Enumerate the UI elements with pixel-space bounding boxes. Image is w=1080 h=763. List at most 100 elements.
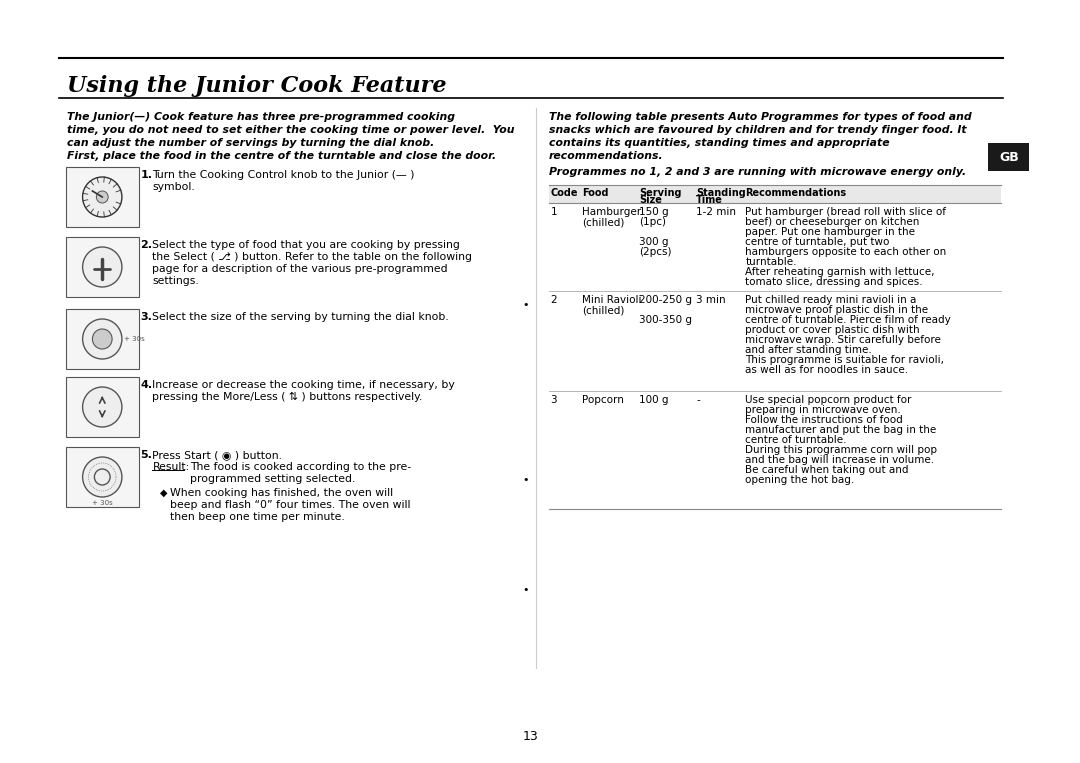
Text: 2.: 2.: [140, 240, 152, 250]
Text: When cooking has finished, the oven will: When cooking has finished, the oven will: [171, 488, 393, 498]
Text: centre of turntable.: centre of turntable.: [745, 435, 847, 445]
Circle shape: [96, 191, 108, 203]
Text: 300 g: 300 g: [639, 237, 669, 247]
Text: Using the Junior Cook Feature: Using the Junior Cook Feature: [67, 75, 446, 97]
Text: GB: GB: [999, 150, 1018, 163]
Text: tomato slice, dressing and spices.: tomato slice, dressing and spices.: [745, 277, 923, 287]
Text: ◆: ◆: [160, 488, 167, 498]
Text: •: •: [523, 585, 529, 595]
Text: Select the type of food that you are cooking by pressing: Select the type of food that you are coo…: [152, 240, 460, 250]
Text: Follow the instructions of food: Follow the instructions of food: [745, 415, 903, 425]
Text: First, place the food in the centre of the turntable and close the door.: First, place the food in the centre of t…: [67, 151, 496, 161]
Text: beef) or cheeseburger on kitchen: beef) or cheeseburger on kitchen: [745, 217, 920, 227]
Circle shape: [82, 247, 122, 287]
Text: Popcorn: Popcorn: [582, 395, 624, 405]
Circle shape: [82, 319, 122, 359]
Text: Put hamburger (bread roll with slice of: Put hamburger (bread roll with slice of: [745, 207, 946, 217]
Text: centre of turntable, put two: centre of turntable, put two: [745, 237, 890, 247]
Text: 3 min: 3 min: [697, 295, 726, 305]
Text: Food: Food: [582, 188, 609, 198]
Text: the Select ( ⎇ ) button. Refer to the table on the following: the Select ( ⎇ ) button. Refer to the ta…: [152, 252, 472, 262]
Text: 13: 13: [523, 730, 539, 743]
Text: 1.: 1.: [140, 170, 152, 180]
Text: Time: Time: [697, 195, 723, 205]
Text: then beep one time per minute.: then beep one time per minute.: [171, 512, 345, 522]
Circle shape: [82, 387, 122, 427]
Text: and after standing time.: and after standing time.: [745, 345, 872, 355]
Text: (2pcs): (2pcs): [639, 247, 672, 257]
Circle shape: [82, 177, 122, 217]
Text: 300-350 g: 300-350 g: [639, 315, 692, 325]
Text: The food is cooked according to the pre-: The food is cooked according to the pre-: [190, 462, 410, 472]
Text: This programme is suitable for ravioli,: This programme is suitable for ravioli,: [745, 355, 944, 365]
Text: + 30s: + 30s: [92, 500, 112, 506]
Text: time, you do not need to set either the cooking time or power level.  You: time, you do not need to set either the …: [67, 125, 514, 135]
Text: (chilled): (chilled): [582, 217, 624, 227]
Text: pressing the More/Less ( ⇅ ) buttons respectively.: pressing the More/Less ( ⇅ ) buttons res…: [152, 392, 422, 402]
Text: Turn the Cooking Control knob to the Junior (— ): Turn the Cooking Control knob to the Jun…: [152, 170, 415, 180]
FancyBboxPatch shape: [988, 143, 1029, 171]
FancyBboxPatch shape: [66, 309, 138, 369]
Text: settings.: settings.: [152, 276, 199, 286]
Text: Size: Size: [639, 195, 662, 205]
Text: -: -: [697, 395, 700, 405]
Text: Serving: Serving: [639, 188, 681, 198]
Text: Select the size of the serving by turning the dial knob.: Select the size of the serving by turnin…: [152, 312, 449, 322]
Text: turntable.: turntable.: [745, 257, 797, 267]
Text: •: •: [523, 300, 529, 310]
Text: 1: 1: [551, 207, 557, 217]
Text: Increase or decrease the cooking time, if necessary, by: Increase or decrease the cooking time, i…: [152, 380, 455, 390]
Text: 100 g: 100 g: [639, 395, 669, 405]
Text: hamburgers opposite to each other on: hamburgers opposite to each other on: [745, 247, 946, 257]
FancyBboxPatch shape: [66, 377, 138, 437]
Text: Recommendations: Recommendations: [745, 188, 847, 198]
FancyBboxPatch shape: [66, 447, 138, 507]
Text: contains its quantities, standing times and appropriate: contains its quantities, standing times …: [549, 138, 889, 148]
Text: Put chilled ready mini ravioli in a: Put chilled ready mini ravioli in a: [745, 295, 917, 305]
FancyBboxPatch shape: [549, 185, 1001, 203]
Text: Be careful when taking out and: Be careful when taking out and: [745, 465, 908, 475]
Text: Standing: Standing: [697, 188, 746, 198]
Text: 150 g: 150 g: [639, 207, 669, 217]
Text: page for a description of the various pre-programmed: page for a description of the various pr…: [152, 264, 448, 274]
Text: paper. Put one hamburger in the: paper. Put one hamburger in the: [745, 227, 916, 237]
Text: preparing in microwave oven.: preparing in microwave oven.: [745, 405, 901, 415]
Circle shape: [93, 329, 112, 349]
Text: 5.: 5.: [140, 450, 152, 460]
Text: After reheating garnish with lettuce,: After reheating garnish with lettuce,: [745, 267, 935, 277]
Text: 4.: 4.: [140, 380, 152, 390]
Text: 3.: 3.: [140, 312, 152, 322]
Text: 2: 2: [551, 295, 557, 305]
Text: snacks which are favoured by children and for trendy finger food. It: snacks which are favoured by children an…: [549, 125, 967, 135]
Text: 3: 3: [551, 395, 557, 405]
Text: opening the hot bag.: opening the hot bag.: [745, 475, 854, 485]
Text: symbol.: symbol.: [152, 182, 195, 192]
Text: Hamburger: Hamburger: [582, 207, 642, 217]
Text: Result:: Result:: [152, 462, 190, 472]
Text: recommendations.: recommendations.: [549, 151, 663, 161]
Circle shape: [82, 457, 122, 497]
Text: can adjust the number of servings by turning the dial knob.: can adjust the number of servings by tur…: [67, 138, 434, 148]
Text: (1pc): (1pc): [639, 217, 666, 227]
Text: as well as for noodles in sauce.: as well as for noodles in sauce.: [745, 365, 908, 375]
Text: The following table presents Auto Programmes for types of food and: The following table presents Auto Progra…: [549, 112, 971, 122]
Text: + 30s: + 30s: [124, 336, 145, 342]
Text: •: •: [523, 475, 529, 485]
Text: 1-2 min: 1-2 min: [697, 207, 737, 217]
Text: beep and flash “0” four times. The oven will: beep and flash “0” four times. The oven …: [171, 500, 410, 510]
Text: Code: Code: [551, 188, 578, 198]
Text: product or cover plastic dish with: product or cover plastic dish with: [745, 325, 920, 335]
Text: During this programme corn will pop: During this programme corn will pop: [745, 445, 937, 455]
Text: manufacturer and put the bag in the: manufacturer and put the bag in the: [745, 425, 936, 435]
Text: Programmes no 1, 2 and 3 are running with microwave energy only.: Programmes no 1, 2 and 3 are running wit…: [549, 167, 966, 177]
FancyBboxPatch shape: [66, 237, 138, 297]
Text: Mini Ravioli: Mini Ravioli: [582, 295, 642, 305]
Text: and the bag will increase in volume.: and the bag will increase in volume.: [745, 455, 934, 465]
Text: microwave wrap. Stir carefully before: microwave wrap. Stir carefully before: [745, 335, 941, 345]
FancyBboxPatch shape: [66, 167, 138, 227]
Text: (chilled): (chilled): [582, 305, 624, 315]
Text: centre of turntable. Pierce film of ready: centre of turntable. Pierce film of read…: [745, 315, 951, 325]
Text: 200-250 g: 200-250 g: [639, 295, 692, 305]
Text: programmed setting selected.: programmed setting selected.: [190, 474, 355, 484]
Text: The Junior(—) Cook feature has three pre-programmed cooking: The Junior(—) Cook feature has three pre…: [67, 112, 455, 122]
